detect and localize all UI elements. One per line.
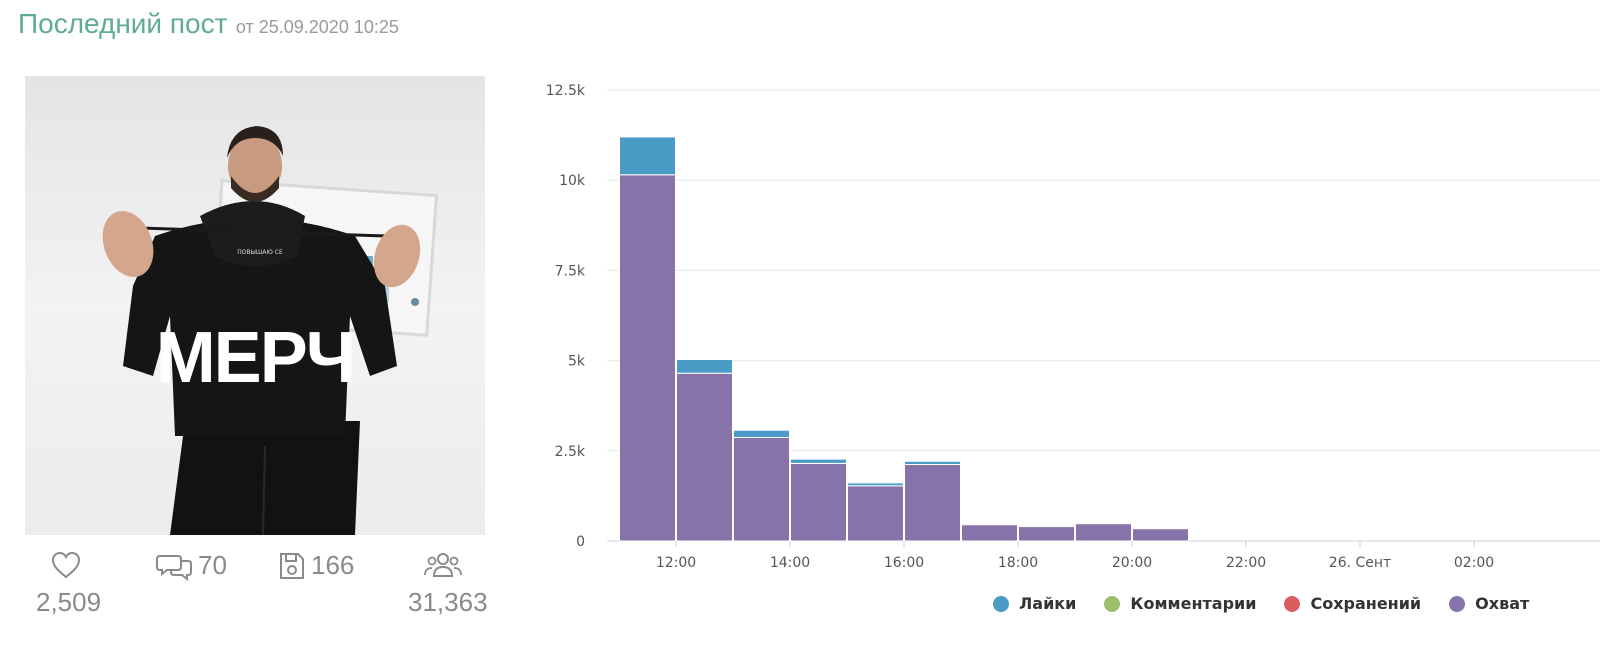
bar-segment — [847, 485, 904, 542]
followers-stat[interactable] — [424, 550, 462, 580]
bar-segment — [904, 464, 961, 542]
x-tick-label: 16:00 — [884, 555, 924, 571]
comments-count: 70 — [198, 550, 227, 580]
post-stats-chart: 0 2.5k 5k 7.5k 10k 12.5k 12:00 14:00 16:00 18:00 2… — [520, 70, 1600, 585]
legend-item[interactable]: Комментарии — [1104, 594, 1256, 613]
bar-segment — [733, 436, 790, 542]
legend-label: Комментарии — [1130, 594, 1257, 613]
bar-segment — [1018, 526, 1075, 542]
legend-label: Сохранений — [1310, 594, 1422, 613]
legend-dot-icon — [1104, 595, 1121, 612]
hoodie-print: ПОВЫШАЮ СЕ — [237, 249, 283, 256]
post-photo-illustration: ПОВЫШАЮ СЕ — [102, 126, 439, 535]
stacked-bar-chart: 0 2.5k 5k 7.5k 10k 12.5k 12:00 14:00 16:00 18:00 2… — [546, 83, 1600, 571]
y-tick-label: 12.5k — [546, 83, 586, 99]
x-tick-label: 20:00 — [1112, 555, 1152, 571]
legend-dot-icon — [1284, 595, 1301, 612]
x-tick-label: 02:00 — [1454, 555, 1494, 571]
comments-stat[interactable]: 70 — [156, 550, 227, 581]
x-tick-label: 18:00 — [998, 555, 1038, 571]
people-icon — [424, 550, 462, 580]
x-tick-label: 26. Сент — [1329, 555, 1391, 571]
heart-icon — [50, 550, 82, 580]
image-overlay-text: МЕРЧ — [155, 318, 357, 398]
chart-legend: Лайки Комментарии Сохранений Охват — [993, 594, 1557, 613]
legend-item[interactable]: Сохранений — [1284, 594, 1421, 613]
y-tick-label: 10k — [559, 173, 586, 189]
bar-segment — [676, 372, 733, 542]
post-date: от 25.09.2020 10:25 — [235, 17, 399, 37]
x-tick-label: 14:00 — [770, 555, 810, 571]
bar-segment — [904, 460, 961, 466]
bar-segment — [790, 458, 847, 464]
x-tick-label: 12:00 — [656, 555, 696, 571]
likes-stat[interactable] — [50, 550, 82, 580]
y-tick-label: 5k — [568, 354, 586, 370]
bar-segment — [847, 482, 904, 487]
legend-label: Лайки — [1019, 594, 1077, 613]
legend-label: Охват — [1475, 594, 1530, 613]
likes-count: 2,509 — [36, 587, 102, 617]
post-image[interactable]: ПОВЫШАЮ СЕ МЕРЧ — [25, 76, 485, 535]
bar-segment — [619, 174, 676, 542]
y-tick-label: 7.5k — [555, 263, 586, 279]
comments-icon — [156, 551, 192, 581]
bar-segment — [619, 136, 676, 176]
bar-segment — [733, 429, 790, 438]
bar-segment — [1132, 528, 1189, 542]
legend-dot-icon — [993, 595, 1009, 612]
bar-segment — [1075, 523, 1132, 542]
saves-count: 166 — [311, 550, 355, 580]
bar-segment — [676, 359, 733, 374]
save-icon — [279, 552, 305, 580]
legend-item[interactable]: Лайки — [993, 594, 1076, 613]
section-title: Последний пост — [18, 8, 228, 39]
x-tick-label: 22:00 — [1226, 555, 1266, 571]
legend-dot-icon — [1449, 595, 1466, 612]
post-header: Последний пост от 25.09.2020 10:25 — [18, 8, 399, 40]
y-tick-label: 2.5k — [555, 444, 586, 460]
legend-item[interactable]: Охват — [1449, 594, 1529, 613]
bar-segment — [961, 524, 1018, 542]
saves-stat[interactable]: 166 — [279, 550, 354, 581]
bar-segment — [790, 462, 847, 542]
followers-count: 31,363 — [408, 587, 488, 617]
y-tick-label: 0 — [576, 534, 585, 550]
